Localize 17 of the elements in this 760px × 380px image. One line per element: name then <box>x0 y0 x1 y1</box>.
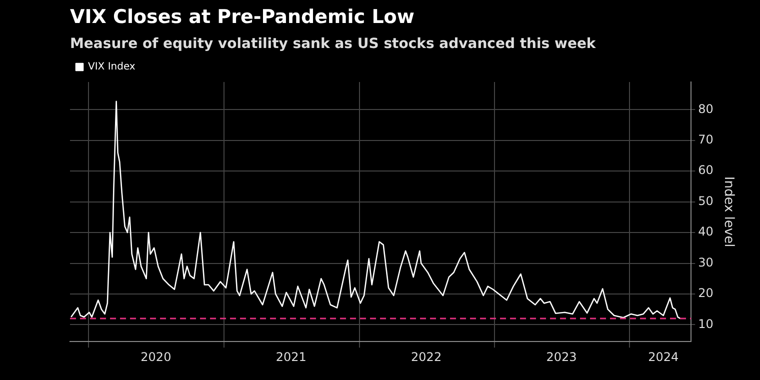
y-axis-title: Index level <box>720 176 736 248</box>
legend-label: VIX Index <box>88 62 136 73</box>
x-tick-label: 2021 <box>276 350 306 364</box>
y-tick-label: 10 <box>698 316 714 331</box>
x-tick-label: 2023 <box>546 350 577 364</box>
y-tick-label: 30 <box>698 255 714 270</box>
chart-subtitle: Measure of equity volatility sank as US stocks advanced this week <box>70 36 596 52</box>
y-tick-label: 70 <box>698 132 714 146</box>
x-tick-label: 2020 <box>140 350 172 364</box>
y-tick-label: 20 <box>698 286 714 300</box>
y-tick-label: 60 <box>698 163 714 178</box>
chart-title: VIX Closes at Pre-Pandemic Low <box>70 6 414 28</box>
y-tick-label: 50 <box>698 194 714 208</box>
y-tick-label: 80 <box>698 102 714 116</box>
y-tick-label: 40 <box>698 224 714 239</box>
x-tick-label: 2022 <box>411 350 442 364</box>
x-tick-label: 2024 <box>648 350 679 364</box>
